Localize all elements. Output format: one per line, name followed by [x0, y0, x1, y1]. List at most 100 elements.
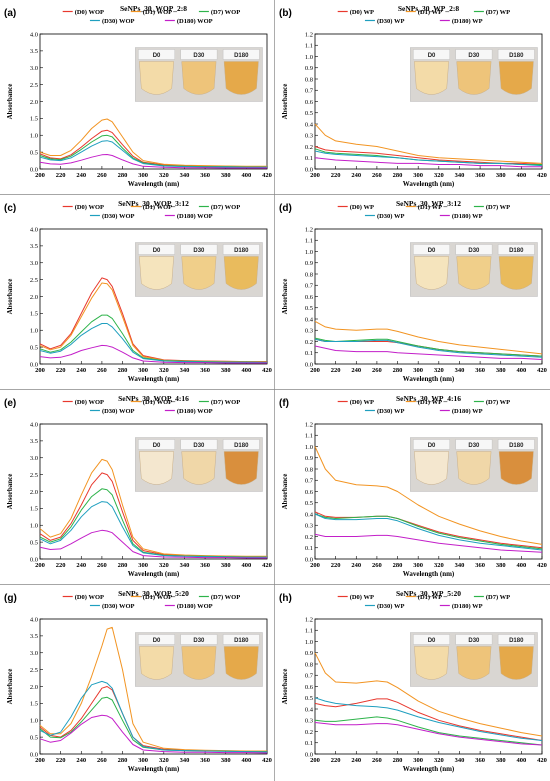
- y-tick-label: 3.5: [30, 48, 38, 55]
- x-tick-label: 360: [475, 172, 485, 179]
- tube-label-card: [180, 439, 218, 450]
- y-tick-label: 2.0: [30, 294, 38, 301]
- tube: D30: [180, 244, 218, 290]
- x-tick-label: 340: [455, 172, 465, 179]
- y-tick-label: 0.8: [305, 76, 313, 83]
- x-tick-label: 300: [413, 757, 423, 764]
- y-tick-label: 0.8: [305, 661, 313, 668]
- legend: (D0) WP (D1) WP (D7) WP (D30) WP (D180) WP: [337, 9, 510, 25]
- panel-label: (e): [4, 398, 16, 409]
- legend: (D0) WP (D1) WP (D7) WP (D30) WP (D180) WP: [337, 204, 510, 220]
- y-tick-label: 1.0: [305, 54, 313, 61]
- x-tick-label: 280: [393, 172, 403, 179]
- y-tick-label: 0.5: [30, 149, 38, 156]
- legend-entry: (D1) WP: [418, 9, 442, 16]
- x-tick-label: 320: [159, 757, 169, 764]
- legend-entry: (D30) WOP: [102, 408, 135, 415]
- series-line: [314, 513, 543, 551]
- x-tick-label: 420: [537, 562, 547, 569]
- y-tick-label: 2.0: [30, 99, 38, 106]
- tube-liquid: [498, 646, 534, 680]
- x-tick-label: 220: [56, 757, 66, 764]
- tube-liquid: [414, 646, 449, 680]
- legend-entry: (D1) WOP: [143, 399, 172, 406]
- x-tick-label: 320: [159, 367, 169, 374]
- y-tick-label: 2.5: [30, 82, 38, 89]
- series-line: [314, 722, 543, 746]
- y-tick-label: 0.2: [305, 534, 313, 541]
- chart-title: SeNPs_30_WOP_5:20: [118, 589, 189, 598]
- series-line: [314, 511, 543, 549]
- tube-label-card: [497, 244, 535, 255]
- tube-liquid: [223, 451, 259, 485]
- y-tick-label: 0.3: [305, 718, 313, 725]
- tube-liquid: [223, 61, 259, 95]
- x-tick-label: 220: [56, 562, 66, 569]
- tube-liquid: [139, 256, 174, 290]
- x-tick-label: 280: [393, 757, 403, 764]
- y-tick-label: 3.0: [30, 455, 38, 462]
- y-axis-label: Absorbance: [6, 669, 14, 705]
- x-tick-label: 320: [159, 562, 169, 569]
- x-tick-label: 200: [310, 172, 320, 179]
- legend-entry: (D180) WOP: [177, 408, 213, 415]
- x-tick-label: 320: [434, 172, 444, 179]
- tube: D180: [222, 634, 260, 680]
- y-axis-label: Absorbance: [6, 279, 14, 315]
- series-line: [39, 686, 267, 752]
- x-axis-label: Wavelength (nm): [128, 180, 180, 188]
- y-tick-label: 0.1: [305, 545, 313, 552]
- tube-label-card: [413, 244, 450, 255]
- tube-liquid: [139, 646, 174, 680]
- x-tick-label: 260: [372, 367, 382, 374]
- tube-label: D180: [509, 53, 524, 59]
- x-tick-label: 340: [455, 562, 465, 569]
- x-tick-label: 380: [496, 172, 506, 179]
- x-tick-label: 280: [118, 562, 128, 569]
- tube-label: D180: [234, 638, 249, 644]
- y-tick-label: 3.0: [30, 65, 38, 72]
- legend: (D0) WOP (D1) WOP (D7) WOP (D30) WOP (D180) …: [62, 594, 240, 610]
- x-tick-label: 240: [76, 367, 86, 374]
- legend-entry: (D180) WP: [452, 18, 483, 25]
- legend-entry: (D7) WOP: [211, 9, 240, 16]
- x-axis-label: Wavelength (nm): [403, 570, 455, 578]
- tube: D30: [455, 634, 493, 680]
- legend-entry: (D7) WP: [486, 594, 510, 601]
- x-tick-label: 300: [413, 562, 423, 569]
- y-tick-label: 1.2: [305, 226, 313, 233]
- tube-label-card: [222, 49, 260, 60]
- x-tick-label: 220: [331, 757, 341, 764]
- chart-title: SeNPs_30_WOP_4:16: [118, 394, 189, 403]
- inset-photo: D0 D30 D180: [135, 242, 263, 297]
- y-tick-label: 0.7: [305, 283, 314, 290]
- x-tick-label: 400: [516, 562, 526, 569]
- x-tick-label: 240: [76, 757, 86, 764]
- y-tick-label: 0.8: [305, 466, 313, 473]
- tube: D180: [497, 49, 535, 95]
- y-tick-label: 0.5: [305, 695, 313, 702]
- x-tick-label: 200: [35, 757, 45, 764]
- y-tick-label: 1.5: [30, 701, 38, 708]
- y-tick-label: 0.4: [305, 121, 314, 128]
- series-line: [314, 446, 543, 545]
- y-tick-label: 3.0: [30, 650, 38, 657]
- series-line: [39, 488, 267, 558]
- tube-liquid: [181, 256, 217, 290]
- y-tick-label: 1.5: [30, 311, 38, 318]
- chart-title: SeNPs_30_WOP_2:8: [120, 4, 187, 13]
- tube-label-card: [180, 634, 218, 645]
- series-line: [314, 533, 543, 553]
- y-tick-label: 1.0: [305, 639, 313, 646]
- x-tick-label: 260: [97, 562, 107, 569]
- y-tick-label: 0.5: [30, 734, 38, 741]
- legend-entry: (D180) WOP: [177, 213, 213, 220]
- legend-entry: (D0) WP: [350, 594, 374, 601]
- x-tick-label: 200: [35, 367, 45, 374]
- tube-label-card: [180, 244, 218, 255]
- series-line: [314, 150, 543, 167]
- tube-label: D30: [193, 53, 205, 59]
- tube-label-card: [455, 634, 493, 645]
- legend-entry: (D0) WOP: [75, 399, 104, 406]
- tube: D30: [180, 49, 218, 95]
